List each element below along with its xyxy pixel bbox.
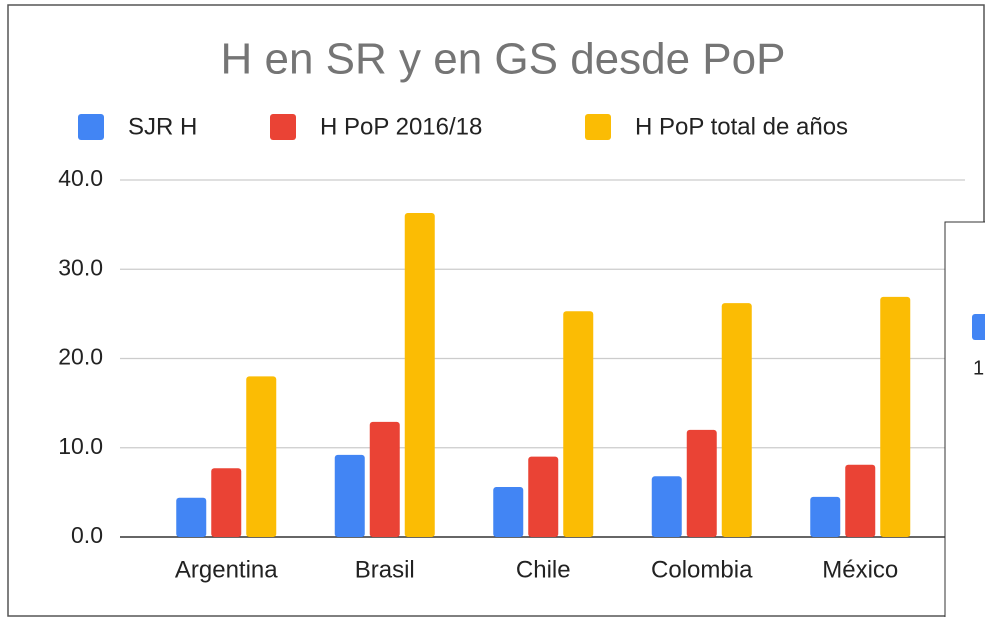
- bar: [721, 303, 752, 537]
- y-tick-label: 20.0: [58, 344, 103, 370]
- y-tick-label: 30.0: [58, 254, 103, 280]
- legend-label: H PoP total de años: [635, 113, 848, 140]
- bar: [880, 296, 911, 537]
- y-tick-label: 0.0: [71, 522, 103, 548]
- legend-label: SJR H: [128, 113, 197, 140]
- bar: [845, 464, 876, 537]
- chart-title: H en SR y en GS desde PoP: [221, 35, 786, 84]
- bar: [686, 429, 717, 537]
- bar: [369, 421, 400, 537]
- bar: [246, 376, 277, 537]
- overlay-text: 1: [973, 357, 984, 379]
- legend-swatch: [585, 114, 611, 140]
- overlay-swatch: [972, 314, 985, 340]
- x-tick-label: Brasil: [355, 556, 415, 583]
- legend-swatch: [78, 114, 104, 140]
- bar: [334, 454, 365, 537]
- y-tick-label: 10.0: [58, 433, 103, 459]
- y-tick-label: 40.0: [58, 165, 103, 191]
- legend-swatch: [270, 114, 296, 140]
- overlay-panel: [944, 221, 985, 617]
- bar: [810, 496, 841, 537]
- x-tick-label: Colombia: [651, 556, 753, 583]
- bar: [563, 311, 594, 537]
- bar: [528, 456, 559, 537]
- x-tick-label: Argentina: [175, 556, 278, 583]
- x-tick-label: Chile: [516, 556, 571, 583]
- legend-label: H PoP 2016/18: [320, 113, 482, 140]
- bar: [493, 487, 524, 537]
- bar: [176, 497, 207, 537]
- bar: [211, 468, 242, 537]
- x-tick-label: México: [822, 556, 898, 583]
- bar: [651, 476, 682, 537]
- bar: [404, 213, 435, 537]
